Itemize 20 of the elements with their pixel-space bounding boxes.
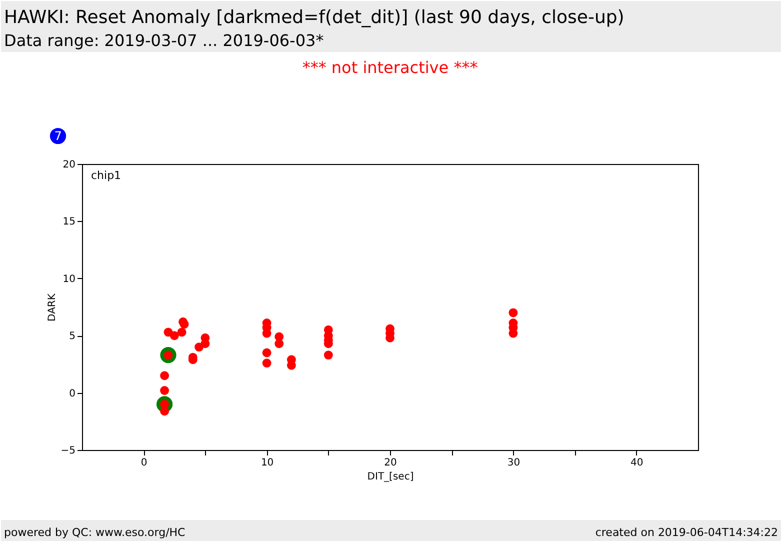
- y-tick-label: 15: [62, 216, 76, 228]
- x-axis-title: DIT_[sec]: [367, 472, 414, 482]
- annotation: chip1: [91, 169, 122, 182]
- y-axis-title: DARK: [46, 293, 58, 322]
- text: 7: [54, 129, 62, 143]
- y-tick-label: 10: [62, 274, 76, 285]
- x-tick-label: 0: [140, 458, 148, 468]
- y-tick-label: 20: [62, 160, 76, 170]
- text: powered by QC: www.eso.org/HC: [4, 526, 186, 539]
- chart-title: HAWKI: Reset Anomaly [darkmed=f(det_dit)] (last 90 days, close-up): [4, 7, 624, 28]
- x-tick-label: 20: [384, 458, 397, 468]
- y-tick-label: 0: [69, 388, 76, 400]
- x-tick-label: 30: [507, 458, 520, 468]
- x-tick-label: 40: [630, 458, 644, 468]
- text: *** not interactive ***: [302, 58, 478, 77]
- text: created on 2019-06-04T14:34:22: [595, 526, 778, 539]
- x-tick-label: 10: [260, 458, 274, 468]
- y-tick-label: 5: [69, 331, 76, 342]
- chart-subtitle: Data range: 2019-03-07 ... 2019-06-03*: [4, 31, 324, 50]
- y-tick-label: −5: [60, 446, 76, 456]
